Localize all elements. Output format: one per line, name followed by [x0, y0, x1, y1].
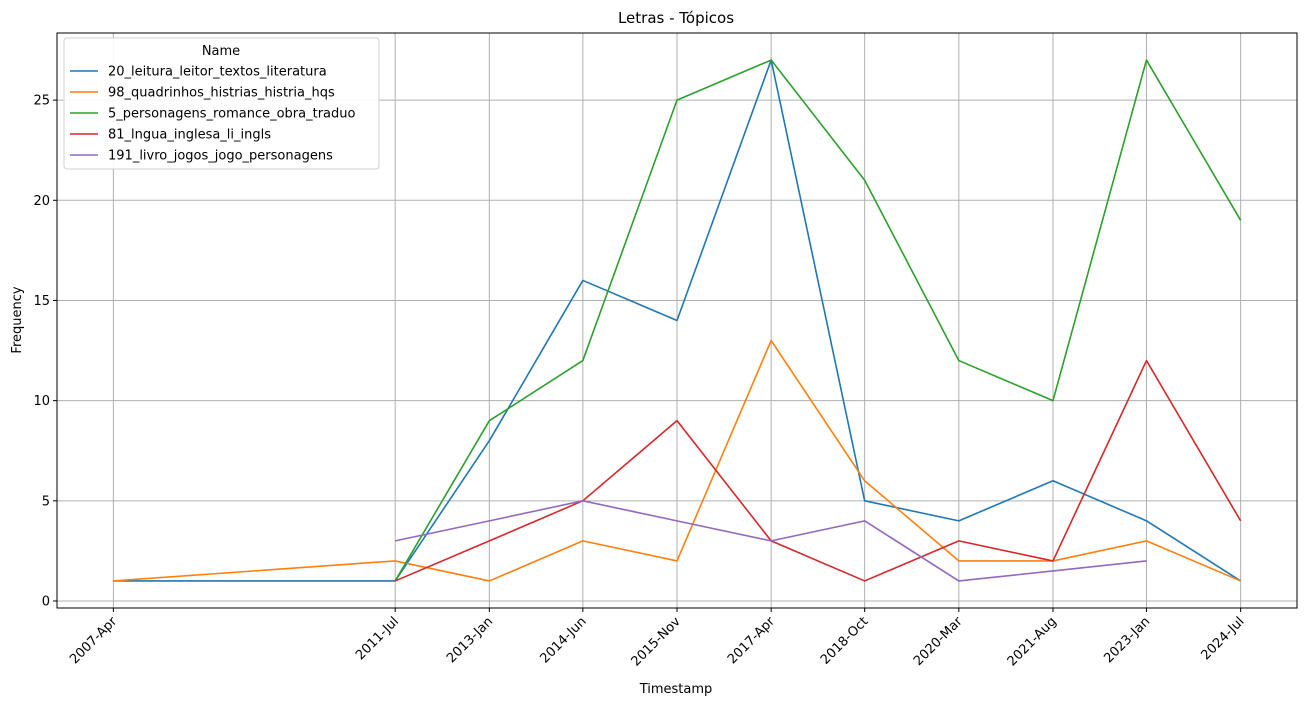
x-axis-label: Timestamp: [639, 682, 713, 697]
legend-entries: 20_leitura_leitor_textos_literatura 98_qu…: [70, 65, 356, 164]
legend-label: 20_leitura_leitor_textos_literatura: [108, 65, 327, 80]
legend-label: 191_livro_jogos_jogo_personagens: [108, 149, 333, 164]
legend-label: 98_quadrinhos_histrias_histria_hqs: [108, 86, 335, 101]
y-tick-label: 20: [33, 194, 50, 209]
series-line-2: [113, 339, 1241, 582]
series-lines: [113, 59, 1242, 582]
chart-title: Letras - Tópicos: [618, 9, 734, 27]
series-line-5: [395, 500, 1147, 582]
y-tick-label: 25: [33, 94, 50, 109]
y-tick-label: 5: [42, 494, 50, 509]
y-tick-label: 10: [33, 394, 50, 409]
series-line-4: [394, 359, 1242, 582]
y-axis-label: Frequency: [10, 286, 25, 353]
legend-label: 81_lngua_inglesa_li_ingls: [108, 128, 271, 143]
y-tick-label: 0: [42, 594, 50, 609]
legend-box: [63, 37, 380, 170]
y-axis: 0 5 10 15 20 25: [33, 94, 57, 609]
legend-label: 5_personagens_romance_obra_traduo: [108, 107, 356, 122]
series-line-3: [394, 59, 1242, 582]
legend: Name 20_leitura_leitor_textos_literatura…: [63, 37, 380, 170]
y-tick-label: 15: [33, 294, 50, 309]
legend-title: Name: [202, 44, 240, 59]
